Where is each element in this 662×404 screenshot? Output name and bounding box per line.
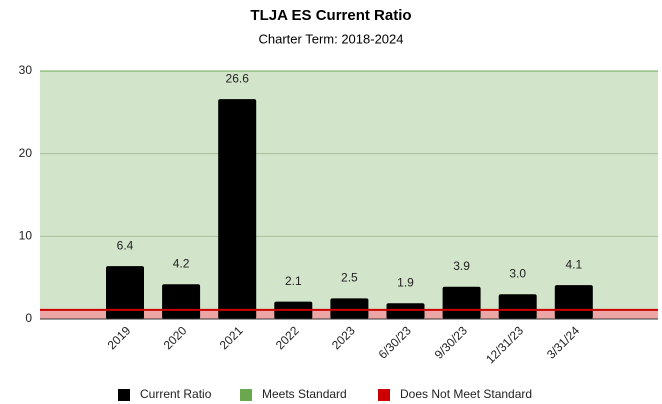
bar: [218, 99, 257, 320]
bar: [162, 284, 201, 319]
data-label: 6.4: [117, 238, 134, 252]
chart-subtitle: Charter Term: 2018-2024: [258, 31, 403, 46]
legend-label: Meets Standard: [262, 387, 347, 401]
data-label: 2.1: [285, 274, 302, 288]
legend-label: Does Not Meet Standard: [400, 387, 532, 401]
data-label: 26.6: [226, 71, 250, 85]
bar: [386, 303, 425, 319]
x-tick-label: 3/31/24: [544, 323, 582, 361]
bar: [554, 285, 593, 319]
legend-label: Current Ratio: [140, 387, 212, 401]
y-tick-label: 0: [25, 311, 32, 325]
x-tick-label: 2021: [217, 323, 246, 352]
legend-swatch: [240, 389, 252, 401]
x-tick-label: 6/30/23: [376, 323, 414, 361]
data-label: 4.2: [173, 256, 190, 270]
x-tick-label: 2020: [161, 323, 190, 352]
bar: [330, 298, 369, 319]
x-tick-label: 2023: [329, 323, 358, 352]
bar: [106, 266, 144, 319]
y-tick-label: 30: [19, 63, 33, 77]
legend-swatch: [378, 389, 390, 401]
data-label: 3.0: [509, 266, 526, 280]
data-label: 2.5: [341, 271, 358, 285]
data-label: 1.9: [397, 275, 414, 289]
x-tick-label: 2019: [105, 323, 134, 352]
x-tick-label: 12/31/23: [483, 323, 526, 366]
bar: [498, 294, 537, 319]
data-label: 4.1: [565, 257, 582, 271]
x-tick-label: 2022: [273, 323, 302, 352]
legend-swatch: [118, 389, 130, 401]
bar: [442, 286, 481, 319]
data-label: 3.9: [453, 259, 470, 273]
y-tick-label: 20: [19, 146, 33, 160]
y-tick-label: 10: [19, 229, 33, 243]
chart-title: TLJA ES Current Ratio: [250, 7, 411, 24]
x-tick-label: 9/30/23: [432, 323, 470, 361]
